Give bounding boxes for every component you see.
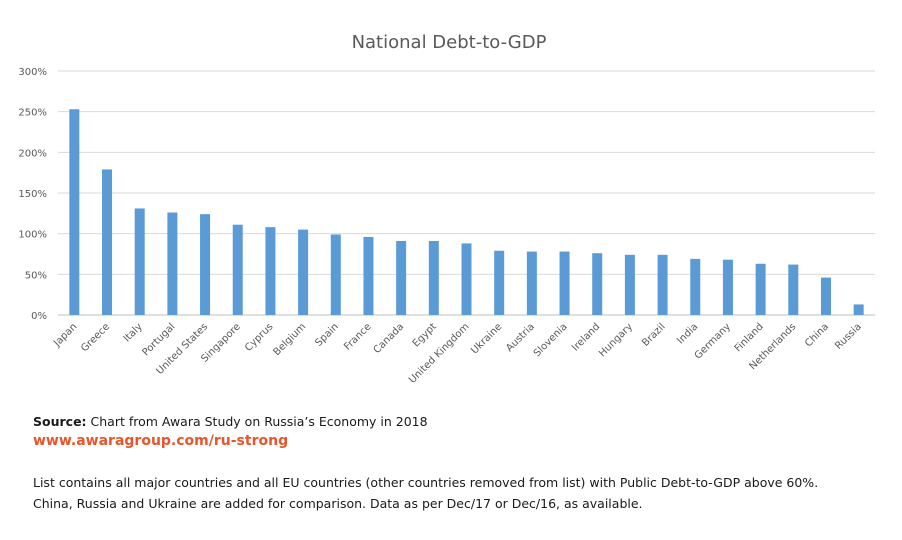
bar-netherlands — [788, 264, 799, 315]
bar-spain — [330, 234, 341, 315]
x-tick-label: Russia — [833, 321, 864, 352]
x-tick-label: Greece — [79, 321, 112, 354]
x-tick-label: Ukraine — [469, 321, 504, 356]
bar-egypt — [428, 240, 439, 315]
x-tick-label: Belgium — [271, 321, 308, 358]
x-tick-label: Japan — [51, 321, 79, 349]
bar-cyprus — [265, 227, 276, 315]
bar-germany — [722, 259, 733, 315]
bar-belgium — [298, 229, 309, 315]
x-tick-label: Slovenia — [532, 321, 570, 359]
bar-united-states — [200, 214, 211, 315]
source-link[interactable]: www.awaragroup.com/ru-strong — [33, 433, 289, 449]
bar-ukraine — [494, 250, 505, 315]
y-tick-label: 150% — [18, 189, 47, 200]
x-tick-label: Ireland — [570, 321, 602, 353]
y-tick-label: 100% — [18, 230, 47, 241]
bar-france — [363, 236, 374, 315]
bar-slovenia — [559, 251, 570, 315]
bar-italy — [134, 208, 145, 315]
bar-singapore — [232, 224, 243, 315]
y-tick-label: 250% — [18, 108, 47, 119]
x-tick-label: Finland — [733, 321, 766, 354]
bar-china — [820, 277, 831, 315]
x-tick-label: France — [342, 321, 373, 352]
bar-ireland — [592, 253, 603, 315]
gridlines — [58, 70, 875, 316]
x-tick-label: Italy — [122, 321, 145, 344]
bars — [69, 109, 864, 315]
x-tick-label: India — [675, 321, 700, 346]
x-tick-label: Egypt — [411, 321, 439, 349]
x-tick-label: Canada — [372, 321, 407, 356]
x-tick-label: China — [803, 321, 831, 349]
x-tick-label: Austria — [504, 321, 537, 354]
bar-united-kingdom — [461, 243, 472, 315]
x-tick-label: Germany — [693, 321, 733, 361]
bar-portugal — [167, 212, 178, 315]
bar-canada — [396, 240, 407, 315]
source-label: Source: — [33, 414, 87, 429]
bar-hungary — [624, 254, 635, 315]
x-tick-label: Spain — [313, 321, 341, 349]
bar-chart: National Debt-to-GDP 0% 50% 100% 150% 200% 25… — [18, 32, 875, 386]
x-tick-label: Brazil — [640, 321, 668, 349]
bar-finland — [755, 263, 766, 315]
bar-india — [690, 258, 701, 315]
y-axis-ticks: 0% 50% 100% 150% 200% 250% 300% — [18, 67, 47, 322]
bar-greece — [102, 169, 113, 315]
bar-austria — [526, 251, 537, 315]
source-text: Chart from Awara Study on Russia’s Econo… — [86, 414, 428, 429]
bar-japan — [69, 109, 80, 315]
y-tick-label: 300% — [18, 67, 47, 78]
description-line-1: List contains all major countries and al… — [33, 475, 819, 490]
source-block: Source: Chart from Awara Study on Russia… — [33, 412, 428, 451]
bar-brazil — [657, 254, 668, 315]
description: List contains all major countries and al… — [33, 472, 818, 514]
source-line: Source: Chart from Awara Study on Russia… — [33, 412, 428, 431]
x-tick-label: United Kingdom — [407, 321, 472, 386]
chart-title: National Debt-to-GDP — [352, 32, 547, 53]
x-tick-label: Hungary — [597, 321, 635, 359]
bar-russia — [853, 304, 864, 315]
y-tick-label: 0% — [31, 311, 47, 322]
description-line-2: China, Russia and Ukraine are added for … — [33, 496, 643, 511]
y-tick-label: 50% — [25, 270, 47, 281]
x-tick-label: Cyprus — [243, 321, 275, 353]
y-tick-label: 200% — [18, 148, 47, 159]
